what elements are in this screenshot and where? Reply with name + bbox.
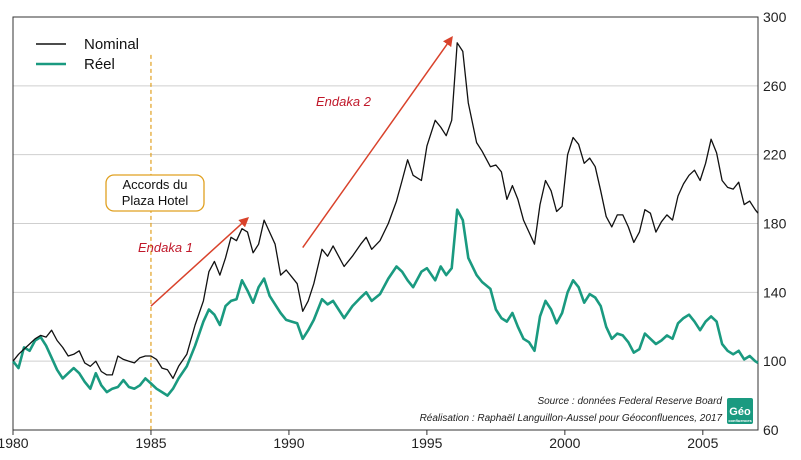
svg-text:confluences: confluences [728,418,752,423]
endaka-1-arrow [150,216,250,307]
plaza-label-box [105,174,205,212]
x-tick-label: 1990 [273,435,304,451]
plaza-label-line2: Plaza Hotel [122,193,189,208]
geoconfluences-logo: Géo confluences [727,398,753,424]
x-tick-label: 2005 [687,435,718,451]
y-tick-label: 300 [763,9,787,25]
y-tick-label: 260 [763,78,787,94]
endaka-2-arrow [302,36,453,249]
x-tick-label: 1980 [0,435,29,451]
y-tick-label: 100 [763,353,787,369]
legend: Nominal Réel [36,36,139,73]
x-axis: 1980 1985 1990 1995 2000 2005 [0,430,719,451]
series-line-reel [11,208,759,397]
y-tick-label: 140 [763,284,787,300]
source-line-2: Réalisation : Raphaël Languillon-Aussel … [420,413,723,424]
source-line-1: Source : données Federal Reserve Board [537,396,722,407]
legend-label-reel: Réel [84,56,115,73]
x-tick-label: 1995 [411,435,442,451]
x-tick-label: 1985 [135,435,166,451]
x-tick-label: 2000 [549,435,580,451]
svg-text:Géo: Géo [729,406,751,418]
grid-lines [13,85,758,362]
legend-label-nominal: Nominal [84,36,139,53]
plot-frame [12,16,759,431]
series-line-nominal [12,42,759,380]
endaka-1-label: Endaka 1 [138,240,193,255]
y-tick-label: 180 [763,216,787,232]
y-tick-label: 60 [763,422,779,438]
y-tick-label: 220 [763,147,787,163]
endaka-2-label: Endaka 2 [316,94,372,109]
y-axis: 60 100 140 180 220 260 300 [763,9,787,438]
plaza-label-line1: Accords du [122,177,187,192]
